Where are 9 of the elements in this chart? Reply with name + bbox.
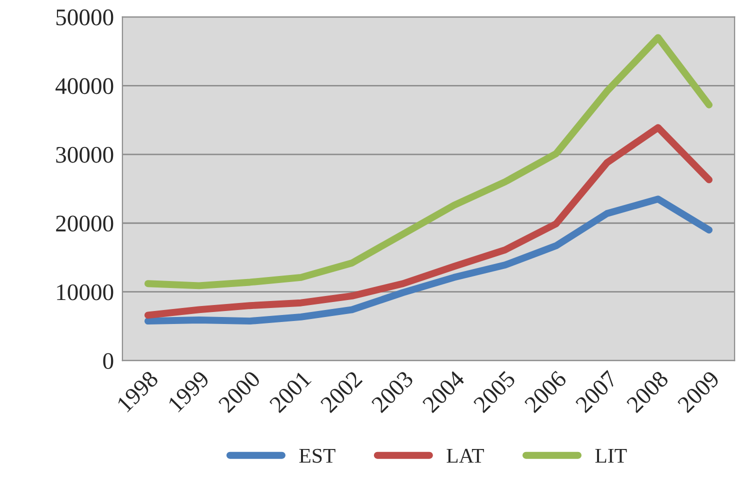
- legend-label: LIT: [595, 449, 627, 463]
- y-tick-label: 20000: [56, 216, 114, 232]
- y-tick-label: 40000: [56, 78, 114, 94]
- y-tick-label: 50000: [56, 9, 114, 26]
- y-tick-label: 0: [103, 353, 114, 370]
- y-tick-label: 10000: [57, 284, 114, 300]
- y-tick-label: 30000: [56, 146, 114, 163]
- legend-label: LAT: [446, 448, 484, 463]
- legend-label: EST: [299, 448, 336, 463]
